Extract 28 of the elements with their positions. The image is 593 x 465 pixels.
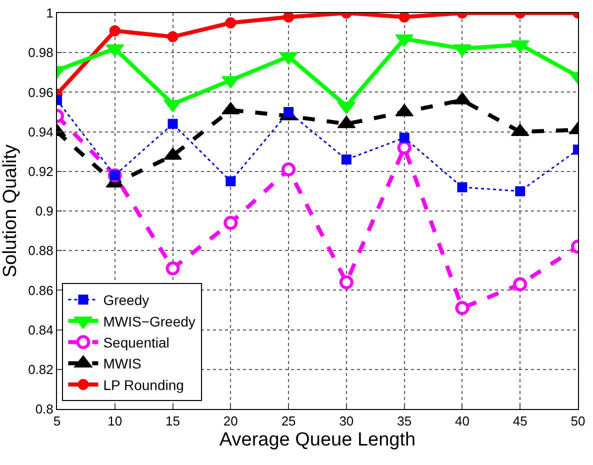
- legend-label: MWIS: [103, 356, 142, 372]
- y-tick-label: 0.82: [28, 362, 54, 377]
- y-tick-label: 1: [46, 6, 54, 21]
- x-tick-label: 45: [512, 414, 528, 429]
- x-tick-label: 40: [454, 414, 470, 429]
- y-tick-label: 0.86: [28, 282, 54, 298]
- y-tick-label: 0.96: [28, 84, 54, 100]
- x-tick-label: 50: [570, 414, 586, 429]
- y-tick-label: 0.84: [28, 322, 54, 338]
- y-tick-label: 0.98: [28, 45, 54, 60]
- y-tick-label: 0.88: [28, 243, 54, 258]
- x-tick-label: 30: [339, 414, 354, 429]
- y-tick-label: 0.94: [28, 124, 54, 140]
- x-tick-label: 25: [281, 414, 296, 429]
- legend-label: MWIS−Greedy: [103, 313, 196, 330]
- y-tick-label: 0.8: [35, 402, 54, 417]
- x-tick-label: 35: [397, 414, 412, 429]
- legend-label: Greedy: [103, 292, 150, 308]
- y-tick-label: 0.92: [28, 164, 54, 179]
- x-axis-title: Average Queue Length: [219, 429, 416, 450]
- x-tick-label: 5: [53, 414, 61, 429]
- y-tick-label: 0.9: [35, 204, 54, 219]
- x-tick-label: 20: [223, 414, 238, 429]
- x-tick-label: 10: [108, 414, 122, 429]
- x-tick-label: 15: [166, 414, 180, 429]
- legend-label: Sequential: [103, 334, 170, 351]
- y-axis-title: Solution Quality: [0, 144, 21, 278]
- legend-label: LP Rounding: [103, 376, 184, 393]
